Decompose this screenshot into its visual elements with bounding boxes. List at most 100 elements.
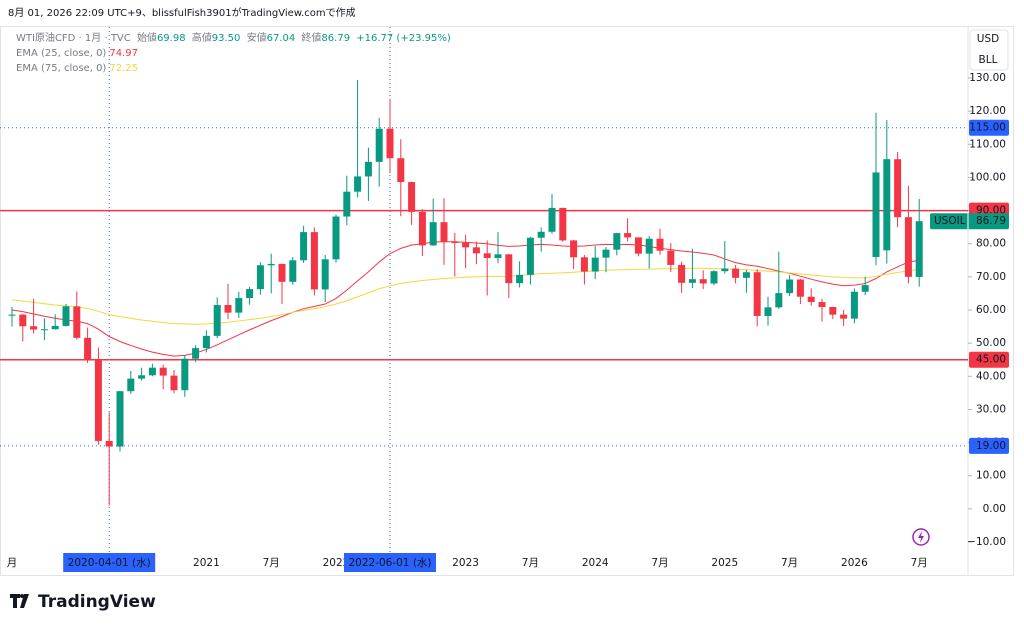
candle-body — [591, 257, 599, 272]
candle-body — [256, 265, 264, 290]
candle-body — [73, 306, 81, 338]
candle-body — [915, 221, 923, 277]
close-label: 終値 — [301, 33, 322, 44]
candle-body — [375, 128, 383, 162]
price-tag-box — [930, 213, 1009, 230]
candle-body — [613, 233, 621, 250]
y-tick-label: 30.00 — [976, 403, 1006, 415]
y-tick-label: 70.00 — [976, 271, 1006, 283]
candle-body — [516, 274, 524, 284]
x-tick-label: 7月 — [781, 557, 798, 569]
candle-body — [537, 231, 545, 238]
candle-body — [818, 302, 826, 308]
candle-body — [343, 191, 351, 217]
x-tick-label: 7月 — [911, 557, 928, 569]
ema-name: EMA (75, close, 0) — [16, 63, 107, 74]
symbol: WTI原油CFD · 1月 · TVC — [16, 33, 131, 44]
currency: USD — [977, 33, 999, 45]
legend-row: EMA (25, close, 0) 74.97 — [16, 46, 454, 61]
price-label: 19.00 — [976, 440, 1006, 452]
candle-body — [19, 314, 27, 327]
ema-name: EMA (25, close, 0) — [16, 48, 107, 59]
y-tick-label: 80.00 — [976, 238, 1006, 250]
price-label-box — [969, 119, 1009, 136]
candle-body — [408, 182, 416, 212]
candle-body — [580, 257, 588, 272]
candle-body — [710, 271, 718, 284]
candle-body — [667, 250, 675, 265]
candle-body — [570, 240, 578, 258]
candle-body — [742, 272, 750, 278]
candle-body — [872, 172, 880, 257]
logo-mark — [10, 594, 29, 608]
candle-body — [418, 211, 426, 246]
ema-value: 74.97 — [109, 48, 138, 59]
candle-body — [624, 233, 632, 238]
candle-body — [213, 305, 221, 336]
candle-body — [332, 216, 340, 260]
candle-body — [170, 375, 178, 391]
header: 8月 01, 2026 22:09 UTC+9、blissfulFish3901… — [8, 6, 356, 19]
candle-body — [440, 222, 448, 243]
candle-body — [764, 307, 772, 316]
close-value: 86.79 — [321, 33, 351, 44]
candle-body — [397, 158, 405, 183]
candle-body — [246, 289, 254, 299]
candle-body — [472, 247, 480, 254]
candle-body — [138, 375, 146, 379]
brand: TradingView — [38, 592, 156, 612]
x-tick-label: 7月 — [522, 557, 539, 569]
candle-body — [645, 238, 653, 254]
candle-body — [732, 268, 740, 278]
candle-body — [192, 348, 200, 359]
alert-icon-bolt — [918, 531, 924, 543]
candle-body — [224, 305, 232, 313]
candle-body — [548, 207, 556, 232]
y-tick-label: −10.00 — [967, 536, 1006, 548]
candle-body — [300, 232, 308, 261]
candle-body — [451, 242, 459, 244]
y-tick-label: 40.00 — [976, 370, 1006, 382]
x-tick-label: 2022 — [323, 557, 350, 569]
high-label: 高値 — [191, 33, 212, 44]
price-label-box — [969, 437, 1009, 454]
low-label: 安値 — [246, 33, 267, 44]
x-tick-label: 2023 — [452, 557, 479, 569]
alert-icon[interactable] — [912, 528, 930, 546]
candle-body — [181, 358, 189, 391]
open-label: 始値 — [136, 33, 157, 44]
candle-body — [202, 335, 210, 349]
currency-box — [969, 29, 1009, 71]
candle-body — [116, 391, 124, 447]
x-tick-label: 月 — [7, 557, 18, 569]
legend: WTI原油CFD · 1月 · TVC 始値69.98 高値93.50 安値67… — [16, 31, 454, 76]
candle-body — [829, 307, 837, 315]
x-tick-label: 2025 — [711, 557, 738, 569]
unit: BLL — [979, 54, 998, 66]
candle-body — [386, 128, 394, 159]
y-tick-label: 120.00 — [969, 105, 1006, 117]
candle-body — [688, 279, 696, 283]
candle-body — [840, 314, 848, 319]
candle-body — [310, 232, 318, 290]
candle-body — [235, 298, 243, 313]
low-value: 67.04 — [266, 33, 296, 44]
candle-body — [807, 296, 815, 303]
legend-row: EMA (75, close, 0) 72.25 — [16, 61, 454, 76]
crosshair-label: 2022-06-01 (水) — [348, 557, 431, 569]
candle-body — [483, 253, 491, 258]
y-tick-label: 50.00 — [976, 337, 1006, 349]
logo-dot — [20, 594, 24, 598]
candle-body — [267, 263, 275, 266]
candle-body — [602, 249, 610, 258]
candle-body — [786, 279, 794, 294]
price-label: 45.00 — [976, 354, 1006, 366]
crosshair-label-box — [344, 553, 436, 572]
y-tick-label: 0.00 — [983, 503, 1006, 515]
candle-body — [850, 291, 858, 319]
y-tick-label: 110.00 — [969, 138, 1006, 150]
panel-border — [0, 26, 1014, 576]
ema-line — [11, 267, 920, 325]
